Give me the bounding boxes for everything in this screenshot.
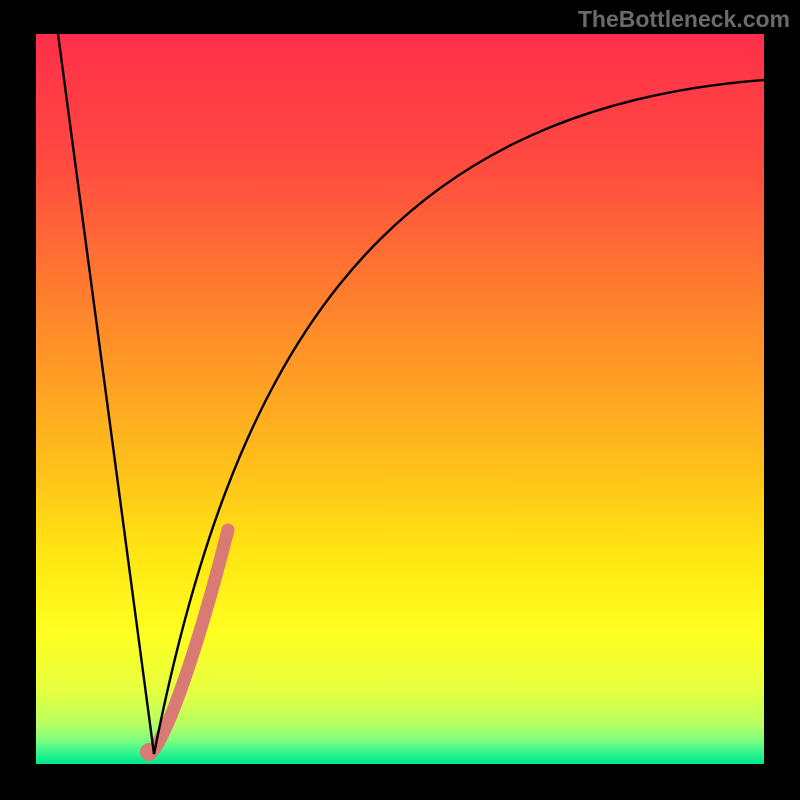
chart-svg (0, 0, 800, 800)
watermark-text: TheBottleneck.com (578, 6, 790, 33)
plot-background (36, 34, 764, 764)
